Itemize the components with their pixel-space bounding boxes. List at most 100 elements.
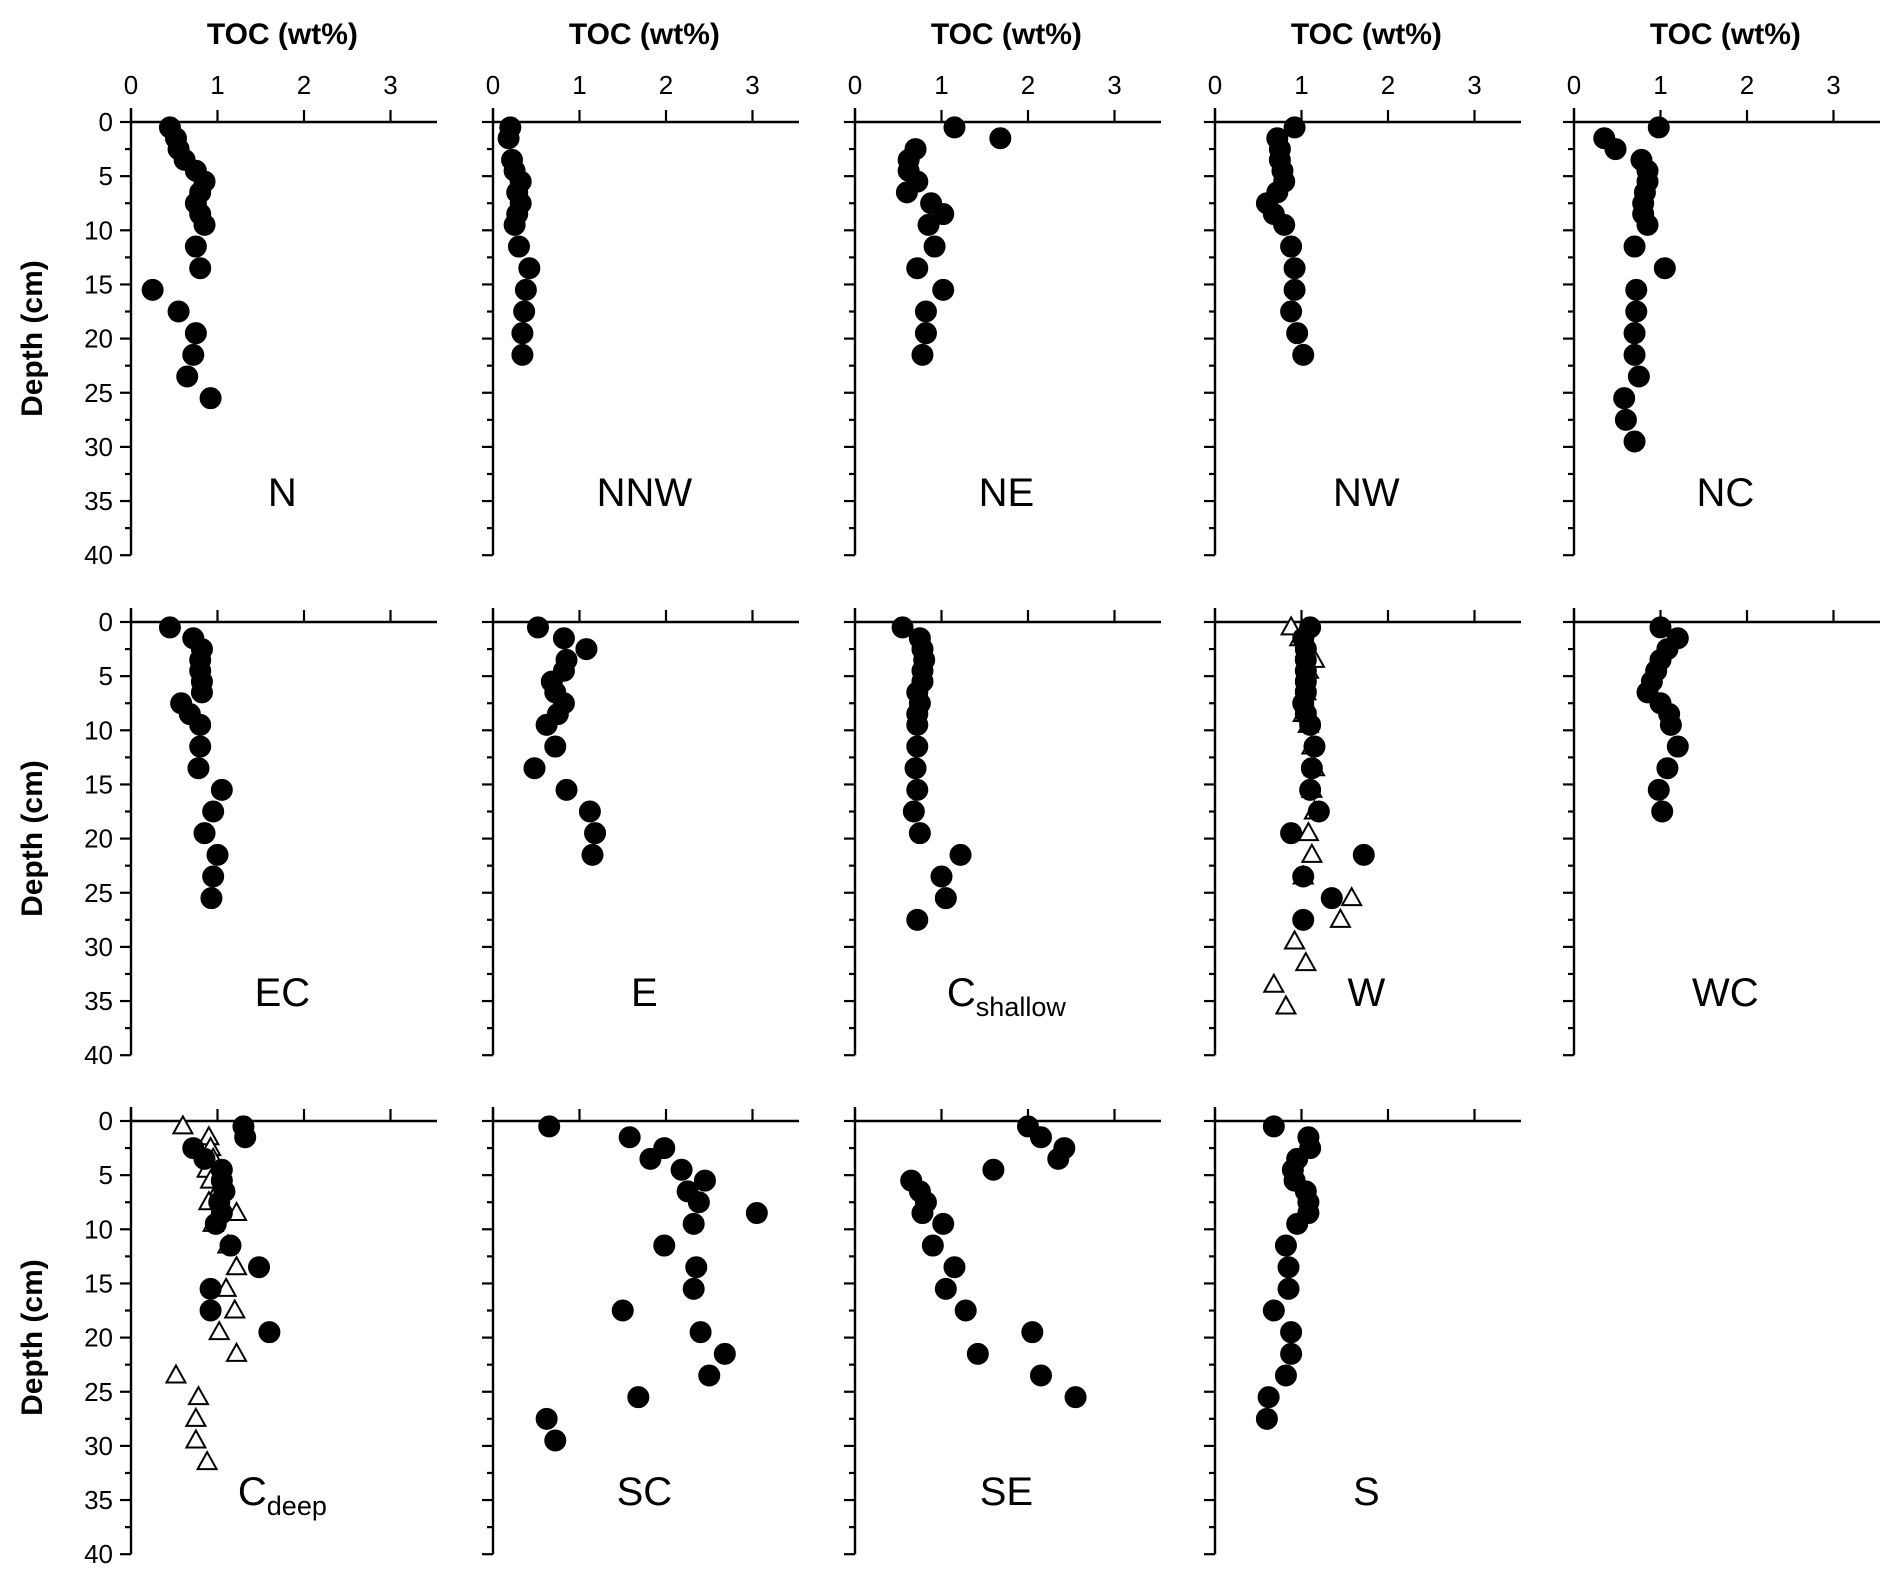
y-tick-label: 20	[84, 824, 113, 854]
panel-cshallow: Cshallow	[844, 608, 1161, 1057]
data-point-triangle	[195, 1450, 219, 1471]
data-point-triangle	[208, 1320, 231, 1341]
data-point-circle	[1280, 300, 1303, 323]
data-point-circle	[911, 1202, 934, 1225]
x-tick-label: 1	[572, 70, 586, 100]
data-point-circle	[578, 800, 601, 823]
data-point-circle	[1604, 138, 1627, 161]
data-point-circle	[1262, 1115, 1285, 1138]
data-point-triangle	[187, 1385, 210, 1406]
panel-label-subscript: shallow	[976, 992, 1067, 1022]
data-point-circle	[989, 127, 1012, 150]
data-point-circle	[199, 1299, 222, 1322]
data-point-circle	[1623, 430, 1646, 453]
data-point-circle	[167, 300, 190, 323]
x-tick-label: 3	[1107, 70, 1121, 100]
x-tick-label: 0	[1567, 70, 1581, 100]
y-tick-label: 0	[99, 107, 113, 137]
data-point-circle	[1277, 1277, 1300, 1300]
data-point-circle	[219, 1234, 242, 1257]
data-point-circle	[911, 343, 934, 366]
data-point-circle	[698, 1364, 721, 1387]
data-point-circle	[511, 322, 534, 345]
panel-nw: 0 1 2 3 TOC (wt%) NW	[1204, 18, 1521, 557]
data-point-circle	[1029, 1126, 1052, 1149]
data-point-circle	[1627, 365, 1650, 388]
x-tick-label: 0	[486, 70, 500, 100]
y-tick-label: 20	[84, 1323, 113, 1353]
data-point-circle	[538, 1115, 561, 1138]
data-point-circle	[906, 735, 929, 758]
data-point-circle	[1283, 116, 1306, 139]
panel-sc: SC	[482, 1107, 799, 1556]
data-point-circle	[184, 235, 207, 258]
panel-wc: WC	[1563, 608, 1880, 1057]
data-point-circle	[535, 713, 558, 736]
y-tick-label: 25	[84, 878, 113, 908]
data-point-triangle	[1300, 842, 1324, 863]
x-tick-label: 2	[1381, 70, 1395, 100]
data-point-circle	[1299, 778, 1322, 801]
x-tick-label: 1	[934, 70, 948, 100]
data-point-triangle	[1340, 886, 1363, 907]
data-point-circle	[1021, 1321, 1044, 1344]
panel-nc: 0 1 2 3 TOC (wt%) NC	[1563, 18, 1880, 557]
data-point-circle	[511, 343, 534, 366]
data-point-circle	[902, 800, 925, 823]
y-tick-label: 35	[84, 1485, 113, 1515]
panel-ec: 0 5 10 15 20 25 30 35 40 Depth (cm) EC	[16, 607, 437, 1070]
data-point-circle	[745, 1202, 768, 1225]
data-point-circle	[189, 735, 212, 758]
x-tick-label: 2	[297, 70, 311, 100]
data-point-circle	[930, 865, 953, 888]
data-point-circle	[1307, 800, 1330, 823]
y-tick-label: 5	[99, 161, 113, 191]
data-point-circle	[497, 127, 520, 150]
data-point-triangle	[1329, 907, 1352, 928]
data-point-circle	[627, 1386, 650, 1409]
y-axis-title: Depth (cm)	[16, 1259, 49, 1416]
data-point-circle	[1300, 757, 1323, 780]
data-point-circle	[943, 1256, 966, 1279]
data-point-circle	[1292, 343, 1315, 366]
data-point-circle	[544, 1429, 567, 1452]
x-axis-title: TOC (wt%)	[1291, 18, 1442, 51]
panel-label: N	[268, 471, 297, 515]
data-point-circle	[503, 213, 526, 236]
data-point-circle	[182, 343, 205, 366]
y-tick-label: 30	[84, 432, 113, 462]
panel-label: E	[631, 971, 658, 1015]
panel-label-subscript: deep	[267, 1491, 327, 1521]
y-tick-label: 20	[84, 324, 113, 354]
data-point-circle	[1283, 278, 1306, 301]
data-point-circle	[1262, 1299, 1285, 1322]
data-point-triangle	[184, 1406, 208, 1427]
data-point-circle	[1623, 235, 1646, 258]
data-point-circle	[670, 1158, 693, 1181]
panel-se: SE	[844, 1107, 1161, 1556]
data-point-circle	[202, 865, 225, 888]
y-tick-label: 5	[99, 661, 113, 691]
y-tick-label: 40	[84, 540, 113, 570]
panel-w: W	[1204, 608, 1521, 1057]
y-tick-label: 0	[99, 607, 113, 637]
data-point-circle	[934, 1277, 957, 1300]
data-point-circle	[611, 1299, 634, 1322]
data-point-triangle	[171, 1114, 195, 1135]
x-tick-label: 2	[1740, 70, 1754, 100]
data-point-circle	[187, 757, 210, 780]
x-tick-label: 2	[1021, 70, 1035, 100]
data-point-circle	[234, 1126, 257, 1149]
data-point-circle	[514, 278, 537, 301]
data-point-circle	[1666, 735, 1689, 758]
data-point-circle	[982, 1158, 1005, 1181]
x-tick-label: 2	[659, 70, 673, 100]
data-point-circle	[190, 681, 213, 704]
data-point-triangle	[1283, 929, 1306, 950]
data-point-circle	[193, 1147, 216, 1170]
data-point-circle	[199, 1277, 222, 1300]
x-axis-title: TOC (wt%)	[931, 18, 1082, 51]
data-point-circle	[575, 638, 598, 661]
